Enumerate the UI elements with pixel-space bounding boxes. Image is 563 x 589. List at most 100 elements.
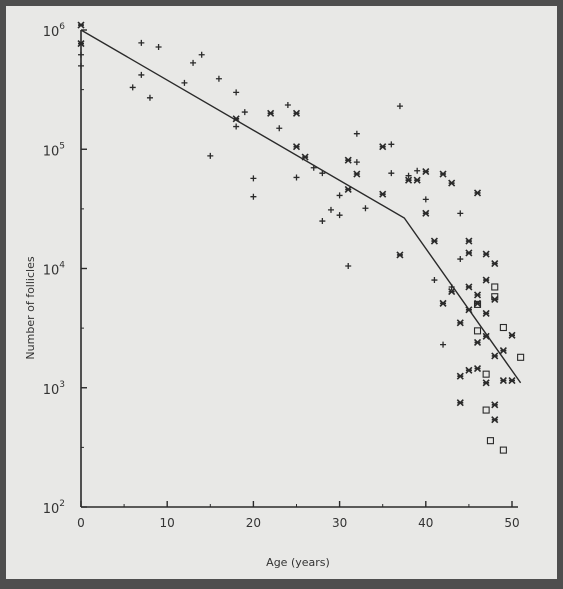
x-tick-label: 50: [504, 516, 519, 530]
y-tick-label: 102: [43, 499, 65, 517]
data-point-plus: [448, 283, 455, 290]
data-point-square: [473, 327, 482, 335]
data-point-cross: [491, 352, 499, 360]
data-point-plus: [345, 262, 352, 269]
data-point-plus: [405, 172, 412, 179]
data-point-square: [517, 353, 525, 361]
data-point-plus: [155, 44, 162, 51]
data-point-cross: [456, 399, 464, 407]
data-point-square: [491, 293, 499, 301]
y-tick-label: 104: [43, 261, 66, 279]
fit-line: [80, 29, 522, 384]
x-tick-label: 20: [246, 516, 261, 530]
data-point-cross: [499, 376, 507, 385]
data-point-cross: [508, 331, 516, 339]
data-point-cross: [473, 189, 482, 197]
data-point-plus: [319, 218, 326, 225]
data-point-plus: [284, 102, 291, 108]
data-point-plus: [78, 62, 84, 69]
data-point-cross: [301, 153, 309, 161]
data-point-plus: [207, 152, 214, 159]
data-point-cross: [344, 156, 352, 164]
y-tick-label: 103: [43, 380, 65, 398]
data-point-square: [491, 283, 499, 291]
y-tick-label: 106: [43, 22, 66, 40]
data-point-plus: [319, 170, 326, 177]
data-point-cross: [473, 338, 482, 346]
data-point-plus: [336, 192, 343, 199]
data-point-cross: [456, 372, 464, 380]
data-point-cross: [491, 416, 499, 424]
data-point-cross: [491, 259, 499, 268]
data-point-plus: [138, 71, 145, 78]
x-axis-label: Age (years): [266, 556, 330, 569]
plot-paper: [6, 6, 557, 579]
axes: 0 10 20 30 40 50 102 103 104 105 106: [43, 22, 520, 530]
data-point-cross: [353, 170, 361, 178]
fit-line-group: [80, 29, 522, 384]
y-axis-label: Number of follicles: [24, 256, 37, 359]
data-point-square: [486, 437, 495, 445]
data-point-cross: [413, 176, 421, 184]
data-point-cross: [491, 401, 499, 409]
data-point-plus: [198, 51, 205, 58]
data-point-plus: [215, 75, 222, 82]
data-point-cross: [404, 176, 413, 184]
data-point-plus: [353, 130, 360, 137]
data-point-cross: [439, 170, 447, 178]
data-point-cross: [482, 309, 490, 317]
data-point-cross: [292, 143, 301, 151]
data-point-plus: [431, 277, 438, 284]
data-point-cross: [77, 21, 85, 29]
data-point-square: [499, 446, 507, 454]
data-point-cross: [396, 251, 404, 259]
data-point-cross: [465, 306, 473, 314]
data-point-plus: [457, 256, 464, 263]
data-point-square: [482, 370, 490, 378]
y-tick-label: 105: [43, 141, 65, 159]
x-tick-label: 30: [332, 516, 347, 530]
data-point-cross: [473, 364, 482, 373]
data-point-plus: [276, 125, 283, 132]
data-point-cross: [508, 376, 516, 385]
data-point-cross: [292, 109, 301, 117]
data-point-plus: [241, 109, 248, 116]
data-point-cross: [422, 209, 430, 217]
data-point-plus: [353, 159, 360, 166]
data-points: [77, 21, 525, 454]
data-point-cross: [482, 276, 490, 284]
data-point-plus: [233, 123, 240, 130]
data-point-plus: [414, 167, 421, 174]
data-point-cross: [482, 379, 490, 387]
data-point-cross: [232, 115, 240, 123]
data-point-plus: [250, 193, 257, 200]
data-point-cross: [482, 332, 490, 340]
data-point-plus: [293, 174, 300, 181]
data-point-cross: [379, 190, 387, 198]
x-tick-label: 0: [77, 516, 85, 530]
data-point-cross: [439, 299, 447, 307]
data-point-plus: [422, 196, 429, 203]
data-point-square: [473, 300, 482, 308]
data-point-plus: [129, 84, 136, 91]
data-point-plus: [78, 51, 84, 58]
data-point-cross: [456, 319, 464, 327]
data-point-plus: [396, 103, 403, 110]
data-point-plus: [181, 79, 188, 86]
data-point-plus: [362, 205, 369, 212]
data-point-cross: [465, 283, 473, 291]
data-point-plus: [388, 170, 395, 177]
data-point-square: [499, 323, 507, 332]
data-point-plus: [138, 39, 145, 46]
data-point-plus: [146, 94, 153, 101]
data-point-cross: [465, 366, 473, 374]
data-point-plus: [190, 59, 197, 66]
x-tick-label: 40: [418, 516, 433, 530]
data-point-plus: [327, 206, 334, 213]
data-point-cross: [448, 179, 456, 187]
data-point-plus: [250, 175, 257, 182]
data-point-cross: [344, 185, 352, 194]
data-point-plus: [440, 341, 447, 348]
